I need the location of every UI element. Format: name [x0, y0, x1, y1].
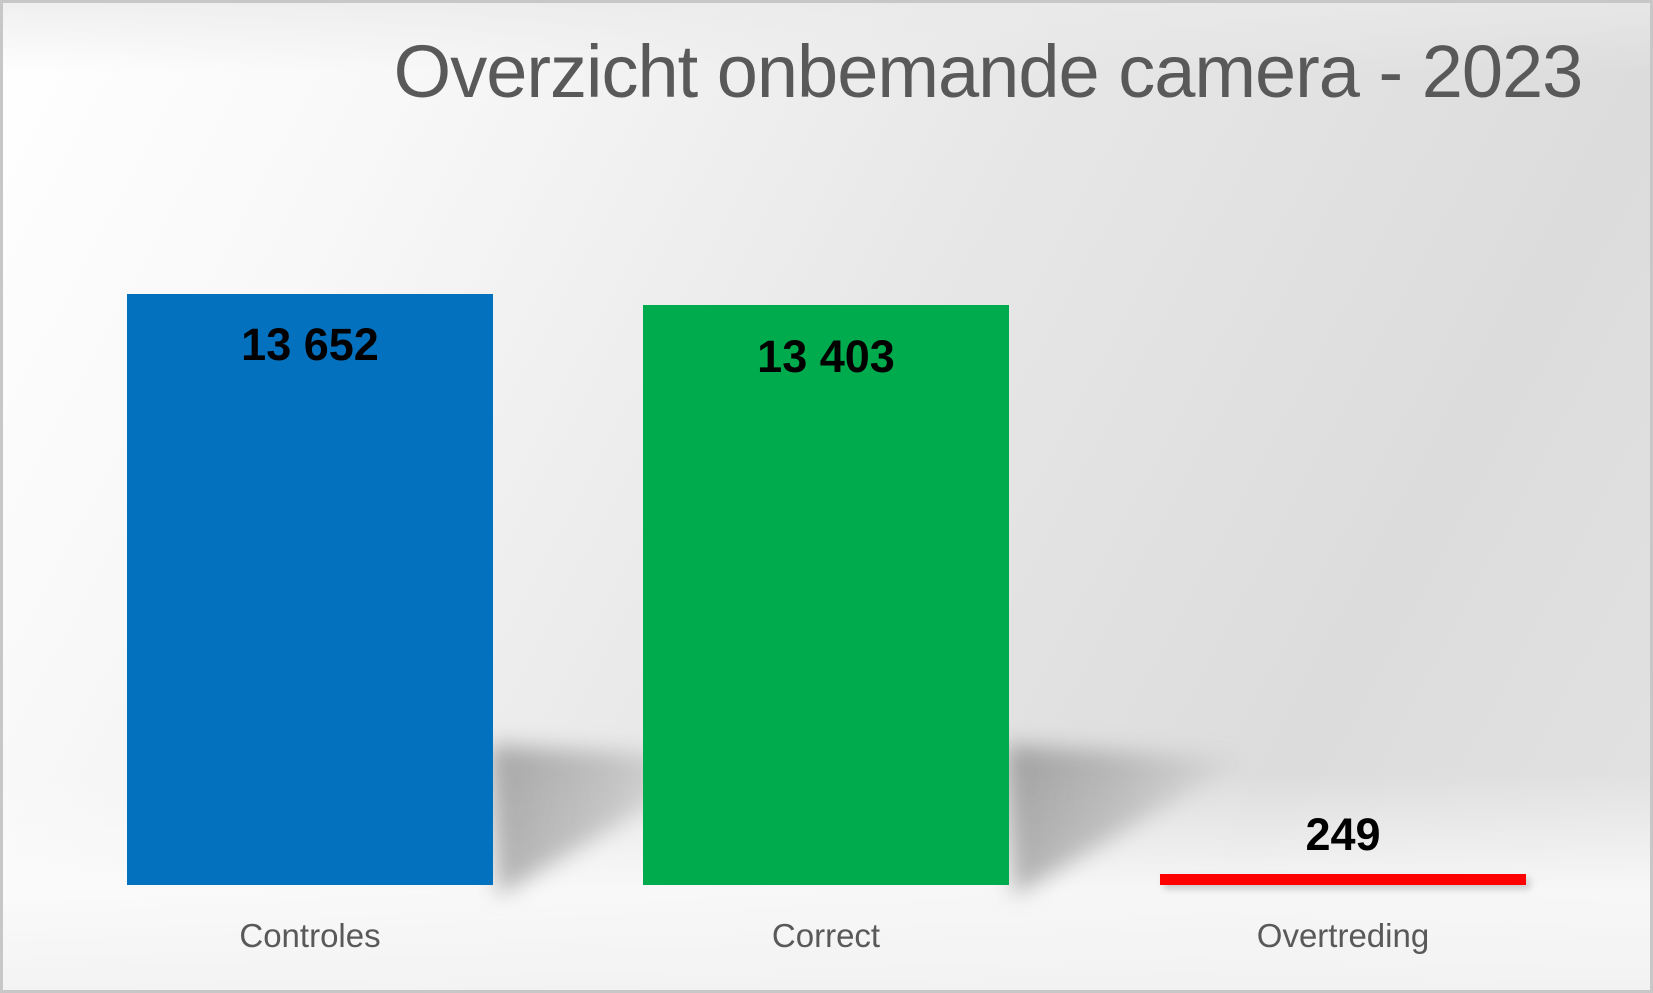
bar-overtreding — [1160, 874, 1526, 885]
category-label-controles: Controles — [239, 917, 381, 954]
plot-area: 13 652 13 403 249 Controles Correct Over… — [3, 3, 1650, 990]
value-label-controles: 13 652 — [241, 319, 379, 370]
bar-shadow-correct — [1001, 731, 1251, 901]
category-label-overtreding: Overtreding — [1256, 917, 1430, 954]
value-label-overtreding: 249 — [1305, 809, 1381, 860]
category-label-correct: Correct — [771, 917, 881, 954]
value-label-correct: 13 403 — [757, 331, 895, 382]
bar-correct — [643, 305, 1009, 885]
chart-title: Overzicht onbemande camera - 2023 — [393, 30, 1584, 113]
bar-controles — [127, 294, 493, 885]
